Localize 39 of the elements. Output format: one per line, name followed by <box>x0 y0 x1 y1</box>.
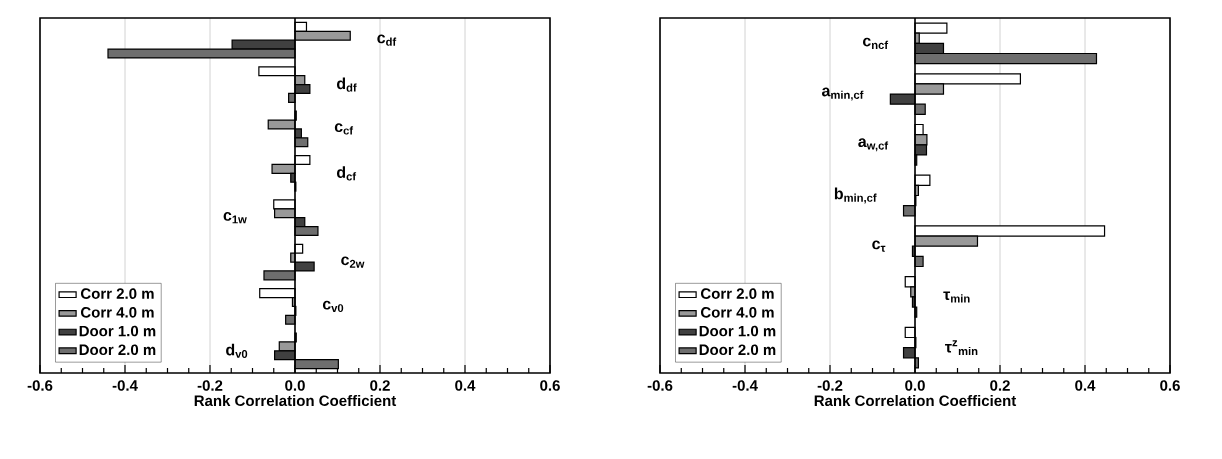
x-tick-label: -0.4 <box>112 380 138 391</box>
y-tick-label: c$_{cf}$ <box>334 123 354 135</box>
x-tick-label: 0.4 <box>1075 380 1096 391</box>
y-tick-label: c$_{ncf}$ <box>862 37 889 50</box>
x-tick-label: 0.6 <box>540 380 560 391</box>
y-tick-label: a$_{min,cf}$ <box>822 87 864 101</box>
y-tick-label: c$_{2w}$ <box>341 256 365 268</box>
legend-label: Door 2.0 m <box>79 344 156 356</box>
x-tick-label: -0.2 <box>197 380 223 391</box>
y-tick-label: c$_{df}$ <box>377 34 397 46</box>
y-tick-label: c$_{1w}$ <box>223 212 247 224</box>
x-axis-title: Rank Correlation Coefficient <box>814 395 1017 407</box>
y-tick-label: c$_{v0}$ <box>322 300 344 313</box>
x-tick-label: 0.2 <box>990 380 1010 391</box>
y-tick-label: d$_{cf}$ <box>336 166 357 181</box>
legend-label: Door 1.0 m <box>699 325 776 337</box>
legend-label: Corr 4.0 m <box>700 307 774 318</box>
y-tick-label: c$_{τ}$ <box>872 240 886 252</box>
x-tick-label: -0.4 <box>732 380 758 391</box>
x-tick-label: -0.2 <box>817 380 843 391</box>
x-tick-label: -0.6 <box>647 380 673 391</box>
y-tick-label: d$_{df}$ <box>336 77 357 92</box>
x-tick-label: 0.2 <box>370 380 390 391</box>
x-tick-label: 0.6 <box>1160 380 1180 391</box>
legend-label: Corr 2.0 m <box>700 288 774 299</box>
y-tick-label: τ$_{min}$ <box>943 291 970 303</box>
y-tick-label: b$_{min,cf}$ <box>834 187 877 204</box>
legend-label: Door 1.0 m <box>79 325 156 337</box>
x-tick-label: -0.6 <box>27 380 53 391</box>
y-tick-label: a$_{w,cf}$ <box>858 138 889 152</box>
legend-label: Corr 2.0 m <box>80 288 154 299</box>
legend-label: Corr 4.0 m <box>80 307 154 318</box>
x-tick-label: 0.0 <box>905 380 925 391</box>
x-axis-title: Rank Correlation Coefficient <box>194 395 397 407</box>
x-tick-label: 0.4 <box>455 380 476 391</box>
y-tick-label: d$_{v0}$ <box>226 343 248 358</box>
x-tick-label: 0.0 <box>285 380 305 391</box>
legend-label: Door 2.0 m <box>699 344 776 356</box>
y-tick-label: τ$^{z}$min <box>945 340 978 356</box>
